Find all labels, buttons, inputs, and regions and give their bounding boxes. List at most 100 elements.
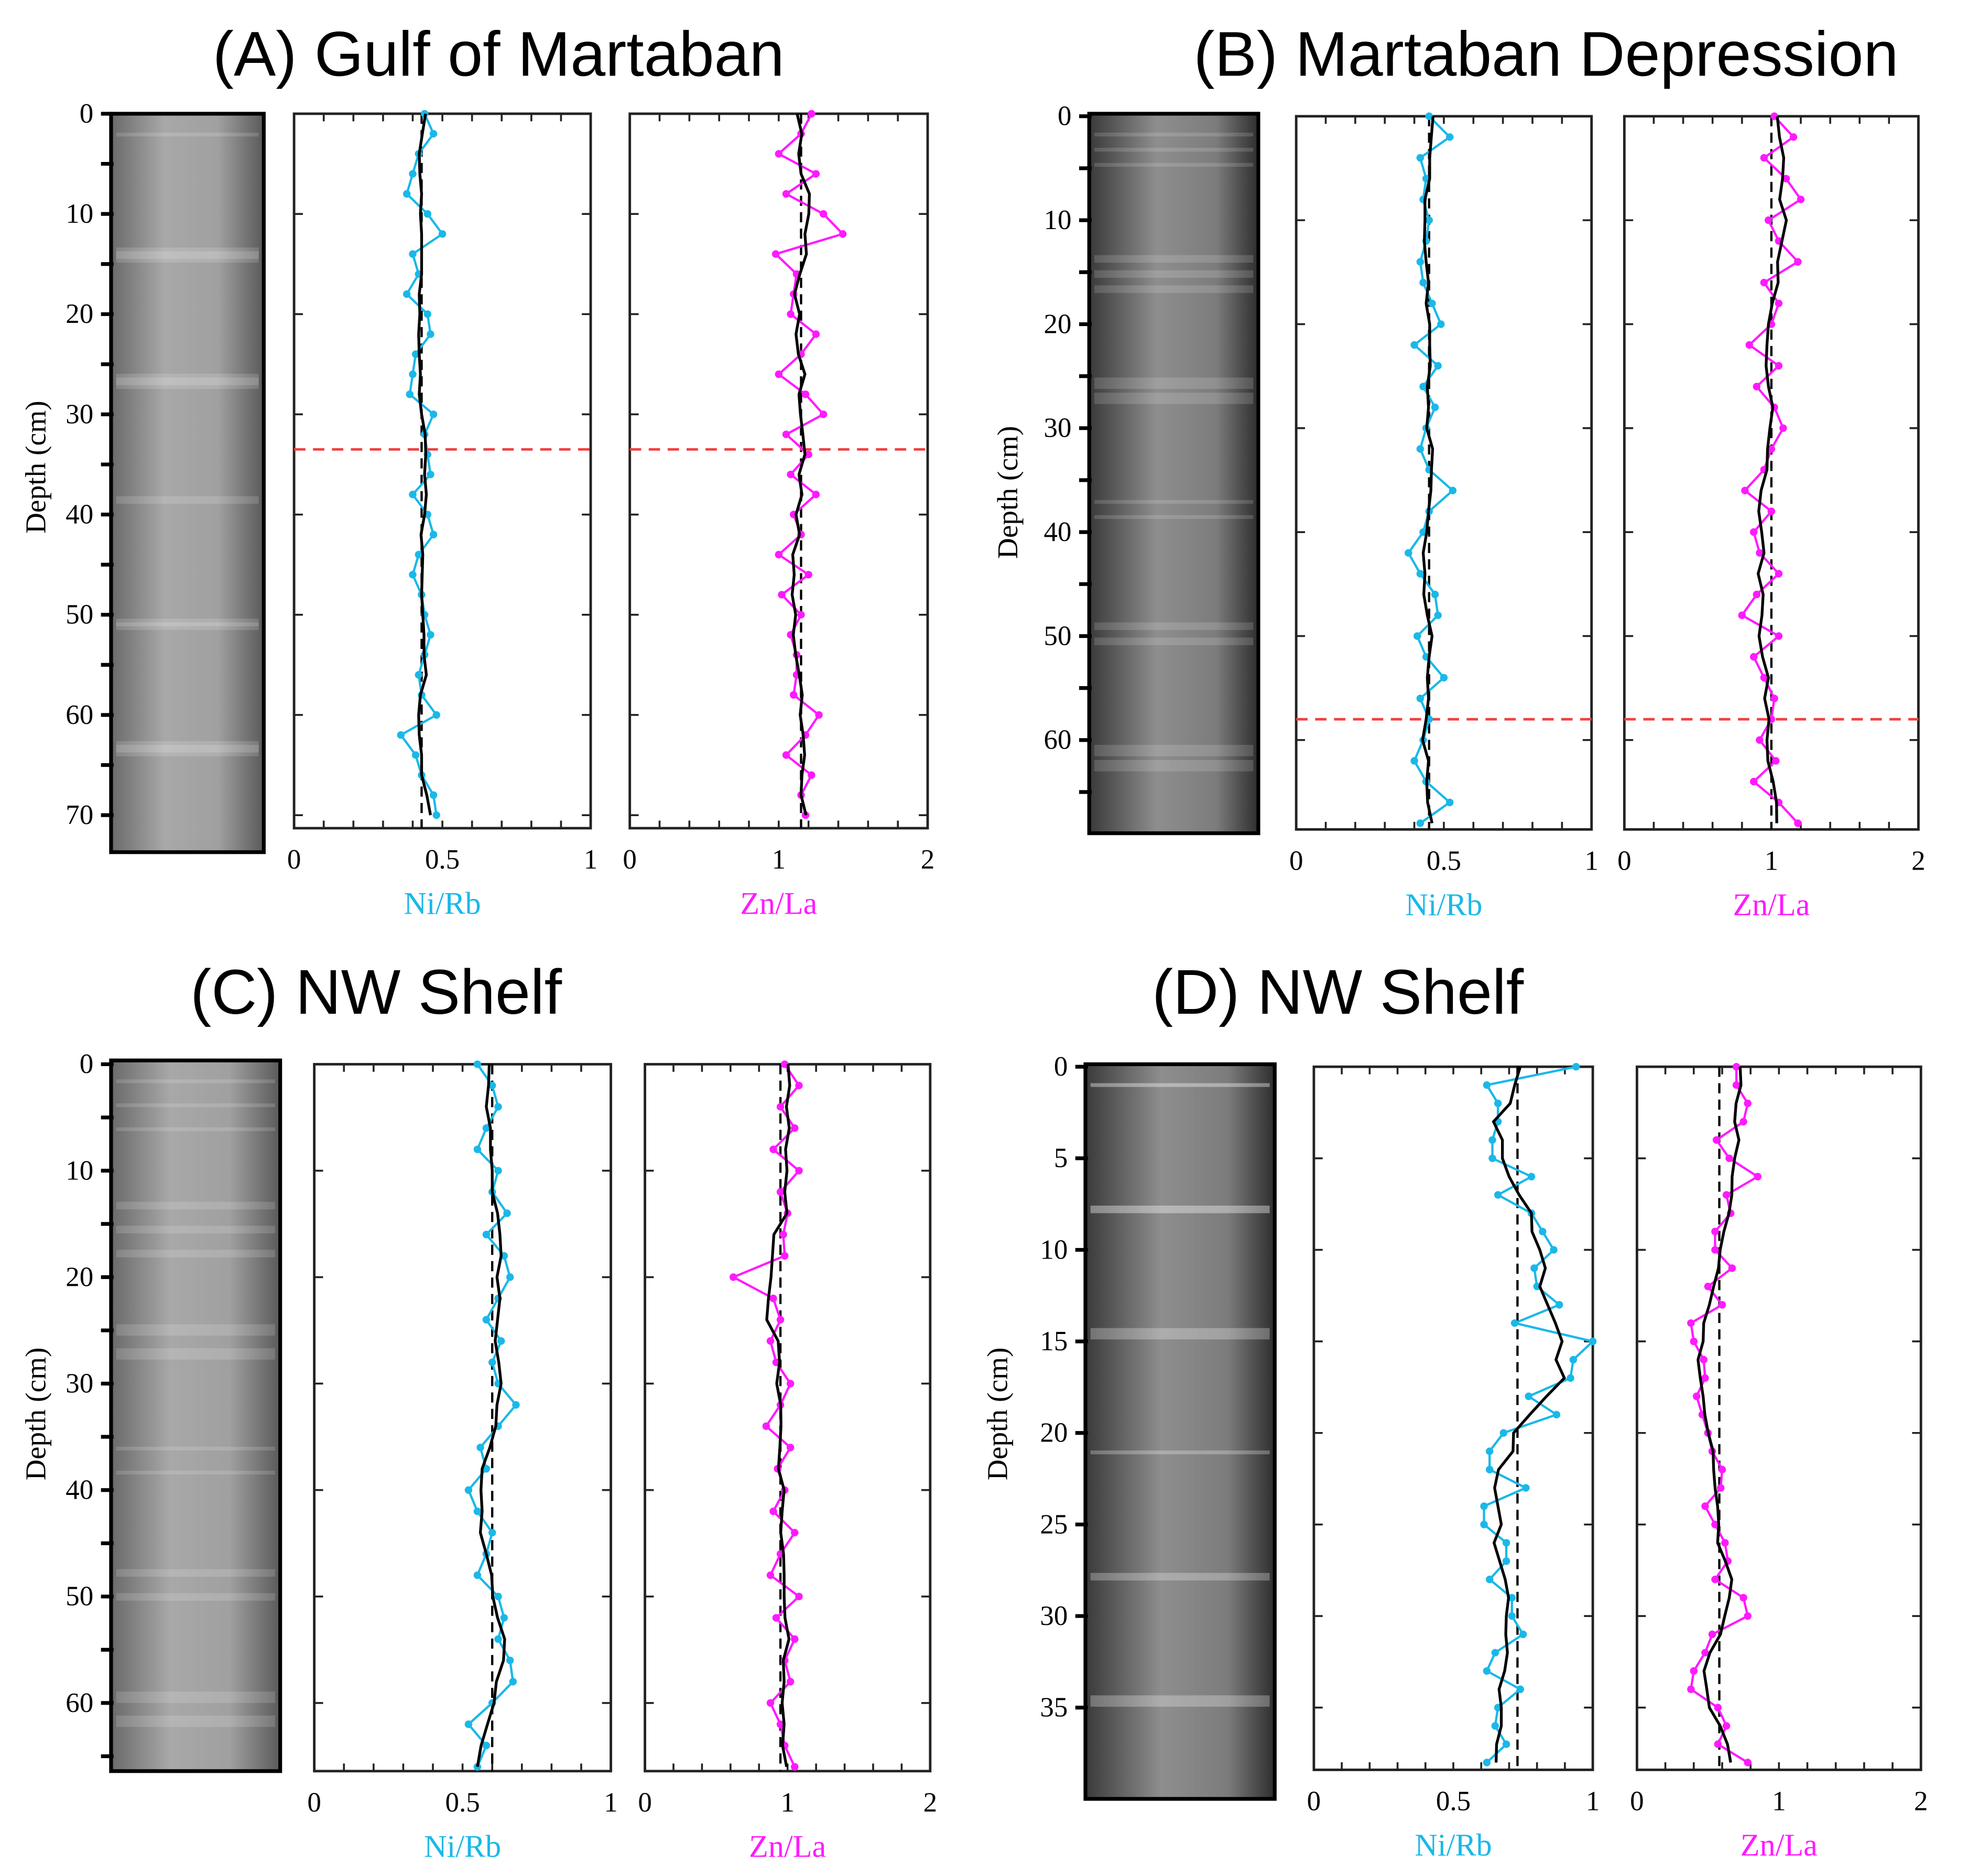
- data-point: [766, 1337, 775, 1345]
- core-lamina: [1090, 1573, 1270, 1581]
- core-lamina: [116, 1470, 275, 1474]
- data-point: [1712, 1136, 1721, 1144]
- data-point: [1445, 133, 1454, 141]
- data-point: [406, 391, 414, 398]
- data-point: [482, 1465, 491, 1473]
- data-point: [1722, 1191, 1731, 1199]
- data-point: [473, 1508, 482, 1515]
- x-axis-label: Zn/La: [749, 1829, 826, 1864]
- data-point: [1434, 362, 1442, 370]
- core-lamina: [116, 741, 259, 753]
- x-tick-label: 1: [1586, 1786, 1600, 1817]
- data-point: [1756, 736, 1764, 744]
- data-point: [464, 1720, 473, 1728]
- data-point: [1775, 570, 1783, 578]
- data-point: [1550, 1246, 1558, 1254]
- data-point: [1527, 1173, 1536, 1180]
- data-point: [812, 170, 820, 178]
- data-point: [1485, 1466, 1494, 1473]
- smoothed-series-line: [765, 1064, 791, 1767]
- data-point: [1767, 445, 1776, 453]
- data-point: [1425, 112, 1433, 121]
- core-lamina: [116, 1348, 275, 1360]
- data-point: [1413, 632, 1421, 640]
- data-point: [411, 350, 420, 358]
- data-point: [1690, 1337, 1698, 1346]
- x-tick-label: 0.5: [1436, 1786, 1471, 1817]
- data-point: [1711, 1228, 1719, 1235]
- y-tick-label: 0: [1058, 101, 1071, 132]
- data-point: [771, 250, 780, 258]
- data-point: [819, 410, 828, 418]
- data-point: [1714, 1740, 1722, 1748]
- data-point: [1701, 1374, 1709, 1382]
- data-point: [1756, 549, 1764, 557]
- data-point: [812, 491, 820, 498]
- core-photo: [1087, 112, 1260, 836]
- x-tick-label: 1: [772, 844, 786, 875]
- data-point: [482, 1124, 491, 1132]
- core-lamina: [1094, 760, 1254, 772]
- x-axis-label: Ni/Rb: [1405, 887, 1482, 923]
- data-point: [397, 731, 405, 739]
- data-point: [786, 1380, 795, 1387]
- data-point: [1711, 1521, 1719, 1528]
- data-point: [1449, 486, 1457, 495]
- data-point: [482, 1316, 491, 1324]
- data-point: [787, 310, 795, 318]
- data-point: [500, 1614, 508, 1622]
- data-point: [782, 751, 790, 759]
- core-image: [109, 1058, 282, 1773]
- data-point: [409, 370, 417, 378]
- smoothed-series-line: [790, 113, 811, 816]
- y-tick-label: 25: [1040, 1509, 1068, 1539]
- data-point: [1525, 1392, 1532, 1401]
- data-point: [1728, 1264, 1736, 1272]
- data-point: [776, 1188, 785, 1196]
- y-tick-label: 30: [1040, 1601, 1068, 1631]
- data-point: [762, 1422, 770, 1430]
- data-point: [1434, 611, 1442, 620]
- data-point: [1775, 632, 1783, 640]
- raw-series-line: [731, 1064, 801, 1767]
- data-point: [409, 491, 417, 498]
- data-point: [839, 230, 847, 238]
- data-point: [1739, 1118, 1747, 1126]
- data-point: [1714, 1704, 1722, 1711]
- core-lamina: [1094, 270, 1254, 278]
- panel-title: (B) Martaban Depression: [1194, 19, 1899, 90]
- data-point: [1491, 1722, 1499, 1730]
- data-point: [488, 1528, 496, 1537]
- core-lamina: [1090, 1083, 1270, 1087]
- smoothed-series-line: [476, 1064, 506, 1767]
- core-lamina: [116, 1324, 275, 1336]
- data-point: [1782, 175, 1790, 183]
- data-point: [1794, 258, 1802, 266]
- data-point: [1732, 1062, 1741, 1071]
- data-point: [473, 1060, 482, 1068]
- core-lamina: [116, 1127, 275, 1131]
- data-point: [791, 1635, 799, 1643]
- data-point: [786, 1444, 795, 1451]
- core-image: [1083, 1062, 1277, 1801]
- data-point: [1741, 486, 1749, 495]
- data-point: [1488, 1136, 1496, 1144]
- data-point: [1701, 1649, 1709, 1657]
- plot-frame: [292, 112, 592, 830]
- data-point: [779, 1231, 787, 1239]
- data-point: [473, 1145, 482, 1154]
- plot-ni-rb: 0 0.5 1 Ni/Rb: [1307, 1062, 1600, 1863]
- y-tick-label: 15: [1040, 1326, 1068, 1357]
- data-point: [1722, 1722, 1731, 1730]
- y-tick-label: 20: [66, 299, 93, 329]
- data-point: [423, 210, 431, 218]
- data-point: [1745, 341, 1753, 349]
- plot-frame: [1312, 1065, 1594, 1771]
- core-lamina: [116, 1446, 275, 1451]
- data-point: [1416, 154, 1425, 162]
- x-tick-label: 0: [1617, 845, 1631, 876]
- data-point: [488, 1358, 496, 1367]
- core-lamina: [116, 745, 259, 756]
- data-point: [1744, 1612, 1752, 1620]
- core-lamina: [1094, 622, 1254, 630]
